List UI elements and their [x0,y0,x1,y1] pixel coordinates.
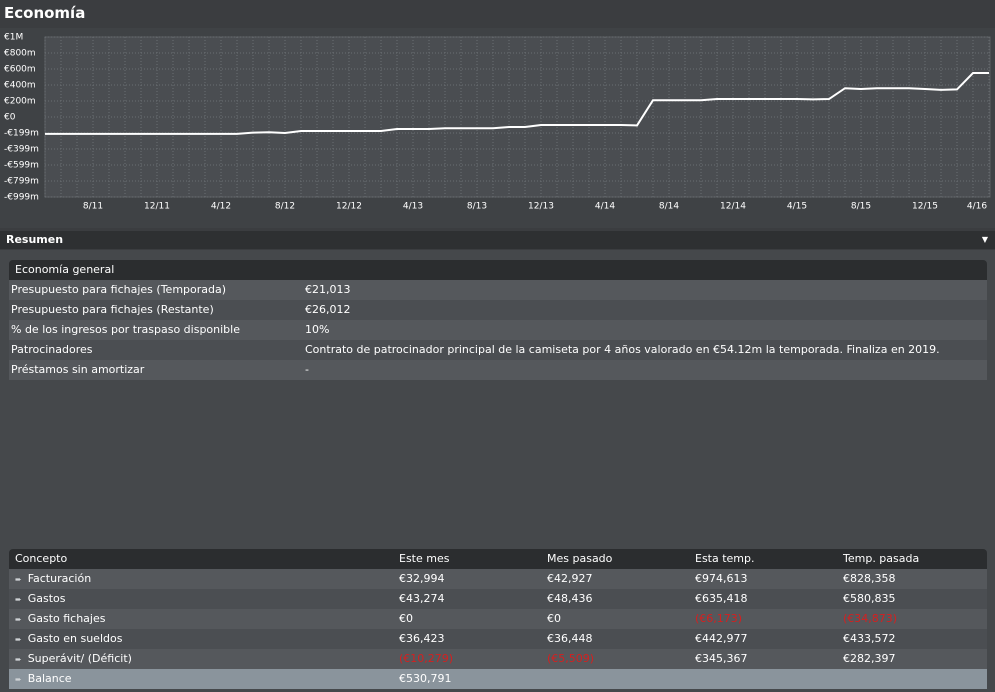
overview-row: % de los ingresos por traspaso disponibl… [9,320,987,340]
row-value: €36,448 [547,632,593,645]
x-tick-label: 12/12 [336,202,362,212]
y-tick-label: -€999m [4,193,39,203]
x-tick-label: 8/15 [851,202,871,212]
row-value: €48,436 [547,592,593,605]
y-tick-label: €600m [4,65,36,75]
y-tick-label: -€599m [4,160,39,170]
overview-row: Presupuesto para fichajes (Restante) €26,… [9,300,987,320]
row-value: €0 [547,612,561,625]
row-value: €345,367 [695,652,748,665]
row-value: (€34,873) [843,612,898,625]
page-title: Economía [4,4,86,22]
summary-row[interactable]: Balance €530,791 [9,669,987,689]
overview-row: Patrocinadores Contrato de patrocinador p… [9,340,987,360]
column-header: Este mes [399,552,450,565]
row-value: Contrato de patrocinador principal de la… [305,343,940,356]
x-tick-label: 8/11 [83,202,103,212]
summary-row[interactable]: Gastos €43,274 €48,436 €635,418 €580,835 [9,589,987,609]
overview-header: Economía general [9,260,987,280]
column-header: Esta temp. [695,552,755,565]
y-tick-label: €0 [4,113,16,123]
row-value: €0 [399,612,413,625]
x-tick-label: 12/11 [144,202,170,212]
row-value: (€5,509) [547,652,595,665]
row-value: €32,994 [399,572,445,585]
row-value: €42,927 [547,572,593,585]
summary-row[interactable]: Facturación €32,994 €42,927 €974,613 €828,35… [9,569,987,589]
row-label: Facturación [15,569,91,590]
panel: Economía general Presupuesto para fichaje… [0,250,995,692]
plot-area [44,36,991,198]
row-value: 10% [305,323,330,336]
x-tick-label: 4/14 [595,202,615,212]
row-value: €974,613 [695,572,748,585]
row-value: €530,791 [399,672,452,685]
y-tick-label: -€799m [4,176,39,186]
row-label: Patrocinadores [11,343,93,356]
x-tick-label: 4/12 [211,202,231,212]
summary-header: Concepto Este mes Mes pasado Esta temp. Temp… [9,549,987,569]
x-tick-label: 4/13 [403,202,423,212]
x-tick-label: 4/16 [967,202,987,212]
x-tick-label: 12/15 [912,202,938,212]
x-tick-label: 4/15 [787,202,807,212]
y-tick-label: -€399m [4,144,39,154]
row-label: Gasto fichajes [15,609,106,630]
x-tick-label: 12/13 [528,202,554,212]
row-label: Superávit/ (Déficit) [15,649,132,670]
row-value: €26,012 [305,303,351,316]
y-tick-label: €1M [4,33,23,43]
row-label: Presupuesto para fichajes (Temporada) [11,283,227,296]
data-line [45,72,989,135]
overview-title: Economía general [15,263,115,276]
column-header: Temp. pasada [843,552,920,565]
y-tick-label: -€199m [4,128,39,138]
row-value: €282,397 [843,652,896,665]
row-value: €36,423 [399,632,445,645]
row-label: Gastos [15,589,66,610]
x-tick-label: 12/14 [720,202,746,212]
row-value: (€6,173) [695,612,743,625]
overview-row: Presupuesto para fichajes (Temporada) €21… [9,280,987,300]
y-tick-label: €400m [4,81,36,91]
row-value: €635,418 [695,592,748,605]
column-header: Mes pasado [547,552,613,565]
row-value: €433,572 [843,632,896,645]
row-value: €442,977 [695,632,748,645]
overview-row: Préstamos sin amortizar - [9,360,987,380]
summary-row[interactable]: Gasto en sueldos €36,423 €36,448 €442,977 €4… [9,629,987,649]
chart: €1M €800m €600m €400m €200m €0 -€199m -€399m -€5… [0,28,995,228]
row-label: Préstamos sin amortizar [11,363,145,376]
row-label: Balance [15,669,72,690]
x-tick-label: 8/13 [467,202,487,212]
row-value: (€10,279) [399,652,454,665]
row-value: €21,013 [305,283,351,296]
y-tick-label: €200m [4,97,36,107]
row-value: €828,358 [843,572,896,585]
section-bar[interactable]: Resumen [0,231,995,249]
row-label: Gasto en sueldos [15,629,123,650]
summary-row[interactable]: Gasto fichajes €0 €0 (€6,173) (€34,873) [9,609,987,629]
x-tick-label: 8/14 [659,202,679,212]
row-label: % de los ingresos por traspaso disponibl… [11,323,240,336]
row-value: €580,835 [843,592,896,605]
row-label: Presupuesto para fichajes (Restante) [11,303,214,316]
summary-row[interactable]: Superávit/ (Déficit) (€10,279) (€5,509) €34… [9,649,987,669]
row-value: - [305,363,309,376]
row-value: €43,274 [399,592,445,605]
x-tick-label: 8/12 [275,202,295,212]
column-header: Concepto [15,552,68,565]
section-title: Resumen [6,233,64,246]
y-tick-label: €800m [4,49,36,59]
